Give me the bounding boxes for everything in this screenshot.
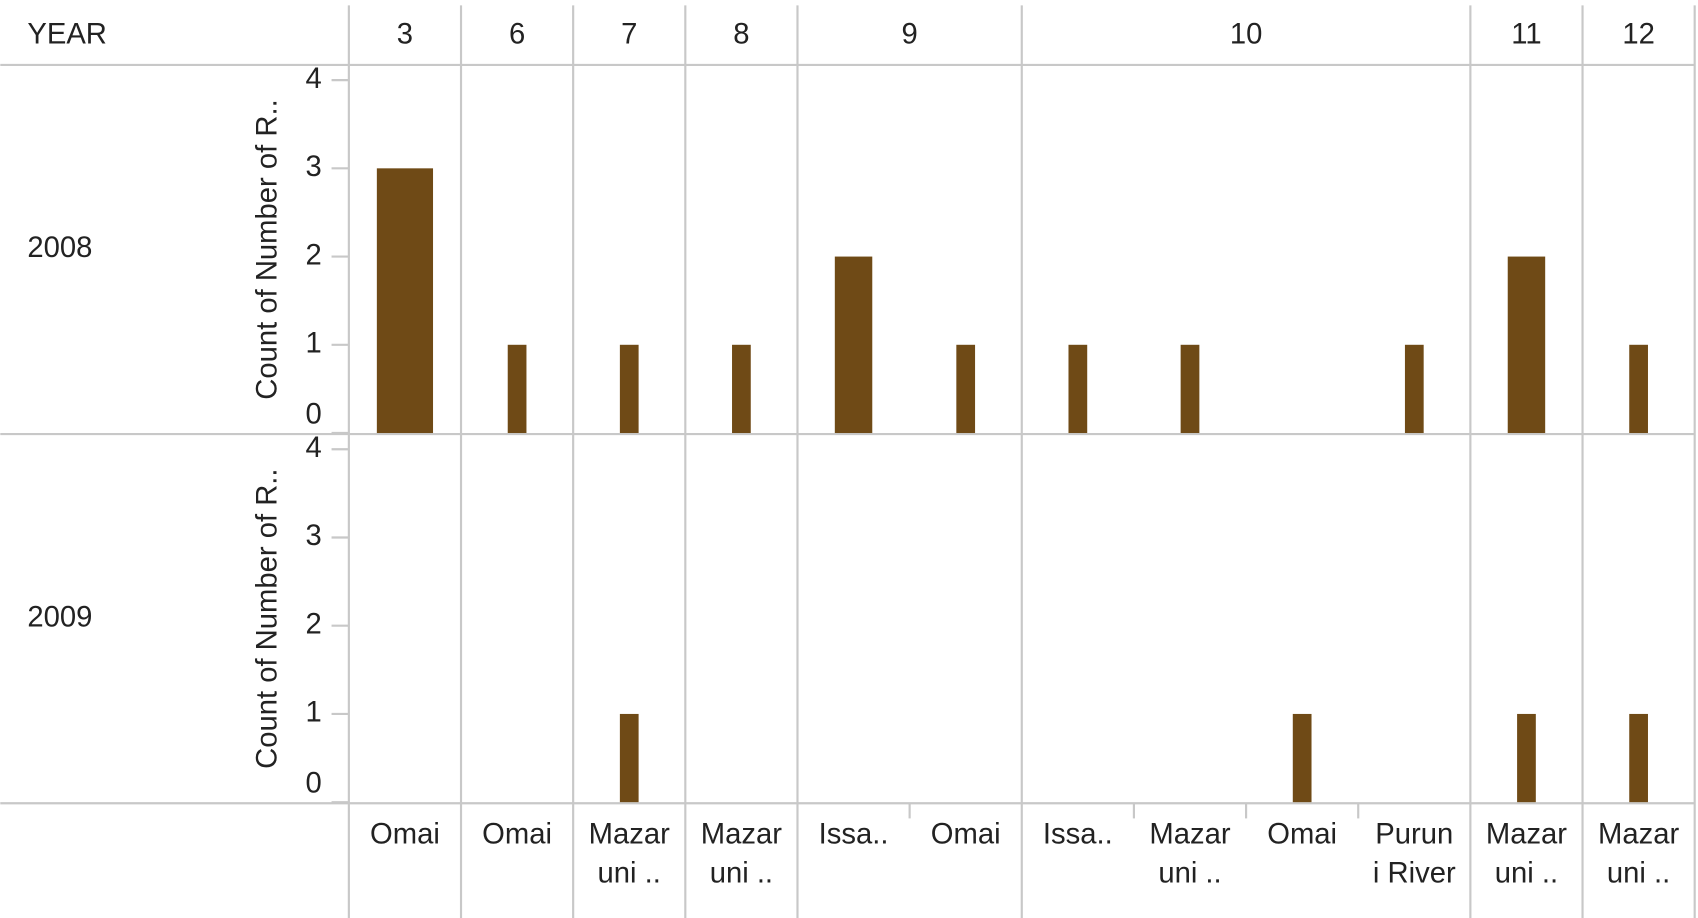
bar	[1629, 344, 1648, 434]
column-header: 12	[1622, 18, 1655, 50]
column-header: 10	[1230, 18, 1263, 50]
bar	[1629, 713, 1648, 803]
x-tick-label: Mazar	[701, 818, 782, 850]
y-tick-label: 2	[306, 608, 322, 640]
column-header: 9	[901, 18, 917, 50]
bar	[507, 344, 527, 434]
bar	[1292, 713, 1312, 803]
column-header: 6	[509, 18, 525, 50]
x-tick-label: uni ..	[1158, 857, 1221, 889]
x-tick-label: uni ..	[598, 857, 661, 889]
row-header: YEAR	[27, 18, 107, 50]
x-tick-label: i River	[1373, 857, 1456, 889]
bar	[1180, 344, 1200, 434]
row-label: 2009	[27, 601, 92, 633]
x-tick-label: uni ..	[1495, 857, 1558, 889]
x-tick-label: uni ..	[1607, 857, 1670, 889]
y-tick-label: 3	[306, 151, 322, 183]
x-tick-label: Omai	[1267, 818, 1337, 850]
bar	[956, 344, 976, 434]
bar	[1404, 344, 1424, 434]
x-tick-label: Omai	[370, 818, 440, 850]
y-tick-label: 1	[306, 328, 322, 360]
bar	[1517, 713, 1536, 803]
y-tick-label: 3	[306, 520, 322, 552]
y-tick-label: 2	[306, 239, 322, 271]
x-tick-label: Purun	[1375, 818, 1453, 850]
x-tick-label: Omai	[482, 818, 552, 850]
x-tick-label: Issa..	[819, 818, 889, 850]
column-header: 11	[1511, 18, 1541, 50]
y-tick-label: 1	[306, 697, 322, 729]
bar	[619, 713, 639, 803]
bar	[732, 344, 751, 434]
bar	[834, 256, 873, 434]
bar	[1507, 256, 1546, 434]
y-tick-label: 4	[306, 63, 322, 95]
column-header: 7	[621, 18, 637, 50]
y-tick-label: 0	[306, 398, 322, 430]
column-header: 8	[733, 18, 749, 50]
bar	[376, 168, 434, 434]
y-axis-label: Count of Number of R..	[251, 468, 283, 768]
x-tick-label: Mazar	[589, 818, 670, 850]
x-tick-label: Omai	[931, 818, 1001, 850]
x-tick-label: Mazar	[1486, 818, 1567, 850]
x-tick-label: Issa..	[1043, 818, 1113, 850]
y-axis-label: Count of Number of R..	[251, 99, 283, 399]
x-tick-label: Mazar	[1149, 818, 1230, 850]
bar	[619, 344, 639, 434]
x-tick-label: Mazar	[1598, 818, 1679, 850]
column-header: 3	[397, 18, 413, 50]
x-tick-label: uni ..	[710, 857, 773, 889]
y-tick-label: 4	[306, 432, 322, 464]
row-label: 2008	[27, 232, 92, 264]
bar	[1068, 344, 1088, 434]
y-tick-label: 0	[306, 768, 322, 800]
